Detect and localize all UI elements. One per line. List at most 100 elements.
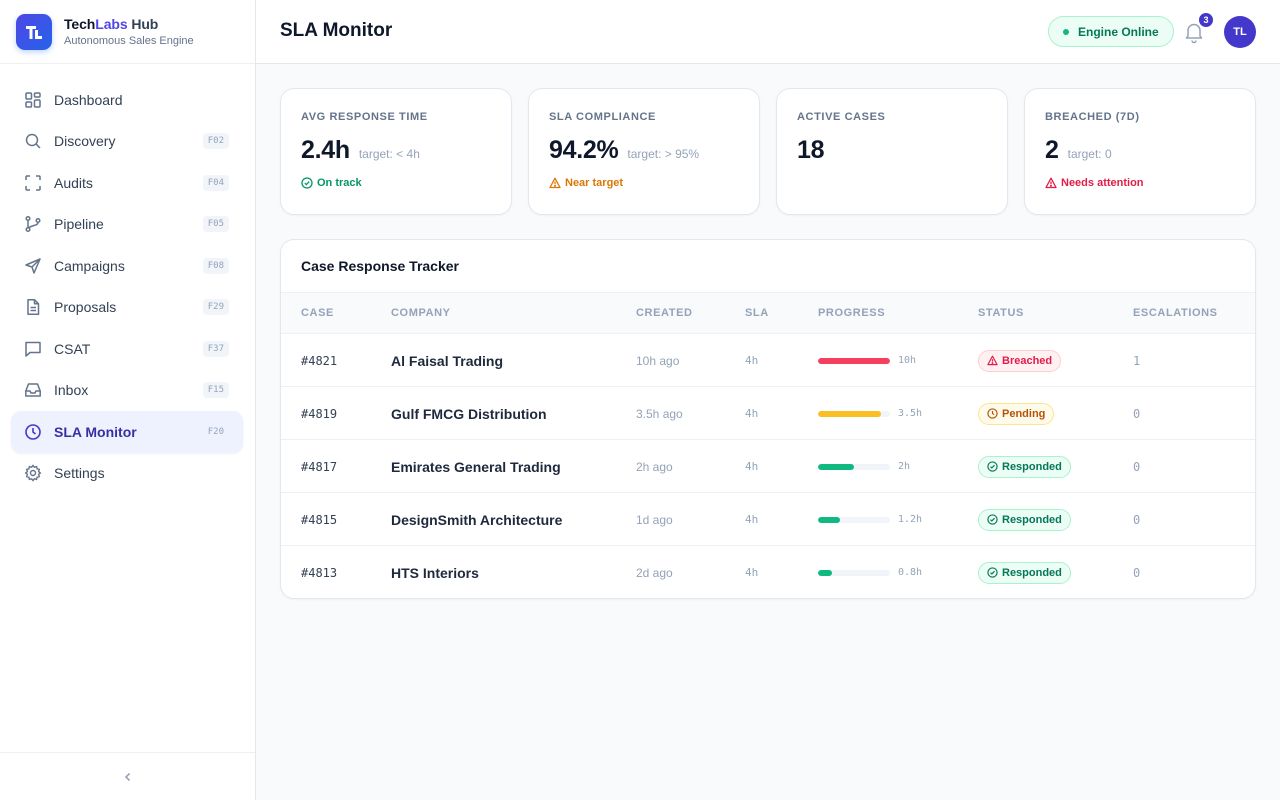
created-time: 1d ago	[636, 512, 673, 527]
sidebar-item-discovery[interactable]: Discovery F02	[11, 121, 243, 163]
sidebar-item-inbox[interactable]: Inbox F15	[11, 370, 243, 412]
sidebar-item-pipeline[interactable]: Pipeline F05	[11, 204, 243, 246]
stat-value: 2	[1045, 136, 1059, 164]
progress-label: 3.5h	[898, 408, 923, 419]
escalations-count: 0	[1133, 565, 1141, 580]
sidebar-item-audits[interactable]: Audits F04	[11, 162, 243, 204]
escalations-count: 0	[1133, 459, 1141, 474]
sla-value: 4h	[745, 566, 759, 579]
status-badge: Breached	[978, 349, 1062, 372]
stat-label: SLA Compliance	[549, 111, 656, 123]
progress-bar	[818, 357, 890, 364]
sidebar-item-csat[interactable]: CSAT F37	[11, 328, 243, 370]
status-cell: Responded	[978, 493, 1071, 546]
sidebar-item-label: Campaigns	[54, 257, 125, 274]
escalations-count: 0	[1133, 512, 1141, 527]
stats-row: Avg Response Time 2.4h target: < 4h On t…	[280, 88, 1256, 215]
shortcut-badge: F37	[202, 340, 229, 357]
shortcut-badge: F04	[202, 174, 229, 191]
check-circle-icon	[301, 177, 313, 189]
status-cell: Responded	[978, 440, 1071, 493]
progress-bar	[818, 569, 890, 576]
stat-value: 94.2%	[549, 136, 619, 164]
status-badge: Responded	[978, 508, 1071, 531]
status-badge: Pending	[978, 402, 1055, 425]
sidebar-item-settings[interactable]: Settings	[11, 453, 243, 495]
check-circle-icon	[987, 567, 998, 578]
column-header-escalations[interactable]: Escalations	[1133, 307, 1218, 319]
sidebar-item-label: CSAT	[54, 340, 91, 357]
warning-icon	[1045, 177, 1057, 189]
sla-value: 4h	[745, 354, 759, 367]
progress-bar-fill	[818, 516, 840, 523]
stat-target: target: > 95%	[627, 147, 700, 161]
shortcut-badge: F15	[202, 382, 229, 399]
shortcut-badge: F08	[202, 257, 229, 274]
progress-bar	[818, 516, 890, 523]
progress-bar-fill	[818, 569, 833, 576]
scan-icon	[24, 174, 42, 192]
status-label: Responded	[1002, 513, 1062, 526]
status-label: Responded	[1002, 460, 1062, 473]
top-header: SLA Monitor Engine Online 3 TL	[256, 0, 1280, 64]
column-header-case[interactable]: Case	[301, 307, 334, 319]
table-header: Case Company Created SLA Progress Status…	[281, 293, 1255, 334]
column-header-sla[interactable]: SLA	[745, 307, 769, 319]
status-label: Pending	[1002, 407, 1046, 420]
table-row[interactable]: #4821 Al Faisal Trading 10h ago 4h 10h B…	[281, 334, 1255, 387]
sidebar-item-dashboard[interactable]: Dashboard	[11, 79, 243, 121]
shortcut-badge: F20	[207, 426, 224, 437]
page-title: SLA Monitor	[280, 20, 393, 41]
status-badge: Responded	[978, 455, 1071, 478]
stat-status-label: Needs attention	[1061, 177, 1144, 189]
status-cell: Responded	[978, 546, 1071, 598]
engine-status-badge[interactable]: Engine Online	[1048, 16, 1174, 47]
check-circle-icon	[987, 514, 998, 525]
status-cell: Breached	[978, 334, 1062, 387]
company-name: Emirates General Trading	[391, 458, 561, 475]
sidebar-item-label: Settings	[54, 465, 105, 482]
table-row[interactable]: #4815 DesignSmith Architecture 1d ago 4h…	[281, 493, 1255, 546]
case-id: #4819	[301, 406, 338, 421]
sla-value: 4h	[745, 513, 759, 526]
logo-icon	[26, 25, 42, 39]
column-header-created[interactable]: Created	[636, 307, 693, 319]
column-header-status[interactable]: Status	[978, 307, 1024, 319]
progress-bar-fill	[818, 463, 854, 470]
notifications-button[interactable]	[1182, 20, 1206, 44]
brand-subtitle: Autonomous Sales Engine	[64, 35, 194, 47]
created-time: 2d ago	[636, 565, 673, 580]
stat-card-avg-response: Avg Response Time 2.4h target: < 4h On t…	[280, 88, 512, 215]
gear-icon	[24, 464, 42, 482]
column-header-progress[interactable]: Progress	[818, 307, 886, 319]
column-header-company[interactable]: Company	[391, 307, 451, 319]
sidebar-item-label: Discovery	[54, 133, 116, 150]
progress-bar	[818, 410, 890, 417]
created-time: 2h ago	[636, 459, 673, 474]
company-name: HTS Interiors	[391, 564, 479, 581]
progress-cell: 2h	[818, 440, 910, 493]
brand-logo[interactable]	[16, 13, 52, 50]
sidebar-item-sla-monitor[interactable]: SLA Monitor F20	[11, 411, 243, 453]
stat-card-active-cases: Active Cases 18	[776, 88, 1008, 215]
table-row[interactable]: #4819 Gulf FMCG Distribution 3.5h ago 4h…	[281, 387, 1255, 440]
sidebar: TechLabs Hub Autonomous Sales Engine Das…	[0, 0, 256, 800]
sidebar-item-campaigns[interactable]: Campaigns F08	[11, 245, 243, 287]
table-row[interactable]: #4817 Emirates General Trading 2h ago 4h…	[281, 440, 1255, 493]
table-row[interactable]: #4813 HTS Interiors 2d ago 4h 0.8h Respo…	[281, 546, 1255, 598]
progress-label: 0.8h	[898, 567, 923, 578]
progress-label: 1.2h	[898, 514, 923, 525]
clock-icon	[24, 423, 42, 441]
progress-bar-fill	[818, 357, 890, 364]
created-time: 10h ago	[636, 353, 680, 368]
collapse-sidebar-button[interactable]	[0, 752, 255, 800]
user-avatar[interactable]: TL	[1224, 16, 1256, 48]
case-id: #4821	[301, 353, 338, 368]
case-id: #4817	[301, 459, 338, 474]
status-dot-icon	[1063, 28, 1069, 35]
sidebar-item-proposals[interactable]: Proposals F29	[11, 287, 243, 329]
progress-cell: 1.2h	[818, 493, 922, 546]
progress-bar	[818, 463, 890, 470]
stat-status: Needs attention	[1045, 177, 1235, 189]
progress-cell: 3.5h	[818, 387, 922, 440]
